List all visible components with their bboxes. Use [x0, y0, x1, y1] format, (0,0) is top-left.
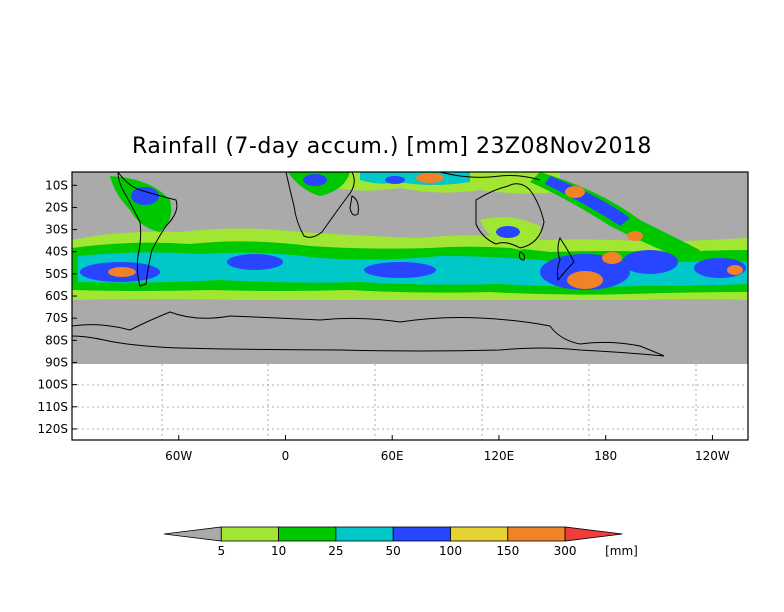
lat-label: 120S — [37, 422, 68, 436]
colorbar-segment — [278, 526, 337, 542]
precipitation-field — [72, 172, 748, 364]
grid-lines — [72, 364, 748, 440]
lon-label: 0 — [282, 449, 290, 463]
lat-label: 110S — [37, 400, 68, 414]
colorbar-segment — [507, 526, 566, 542]
colorbar-segment — [220, 526, 280, 542]
lat-label: 20S — [45, 200, 68, 214]
colorbar-segment — [450, 526, 509, 542]
lat-label: 100S — [37, 378, 68, 392]
lat-label: 60S — [45, 289, 68, 303]
colorbar-label: 5 — [217, 544, 225, 558]
lon-label: 120E — [484, 449, 515, 463]
lat-label: 70S — [45, 311, 68, 325]
colorbar-label: 100 — [439, 544, 462, 558]
lat-label: 40S — [45, 245, 68, 259]
lat-label: 90S — [45, 355, 68, 369]
lat-label: 10S — [45, 178, 68, 192]
plot-frame — [71, 171, 749, 441]
longitude-axis: 60W 0 60E 120E 180 120W — [165, 435, 730, 463]
lon-label: 60W — [165, 449, 192, 463]
colorbar-label: 10 — [271, 544, 286, 558]
colorbar-label: 50 — [386, 544, 401, 558]
latitude-axis: 10S 20S 30S 40S 50S 60S 70S 80S 90S 100S 110S 120S — [37, 178, 77, 436]
colorbar-segment — [392, 526, 451, 542]
colorbar-label: 300 — [554, 544, 577, 558]
lon-label: 120W — [695, 449, 730, 463]
map-title: Rainfall (7-day accum.) [mm] 23Z08Nov201… — [132, 134, 652, 159]
lat-label: 30S — [45, 223, 68, 237]
colorbar-segment — [163, 526, 222, 542]
lat-label: 50S — [45, 267, 68, 281]
colorbar-label: 25 — [328, 544, 343, 558]
colorbar: 5 10 25 50 100 150 300 [mm] — [163, 526, 638, 558]
colorbar-label: 150 — [496, 544, 519, 558]
lon-label: 60E — [381, 449, 404, 463]
colorbar-segment — [335, 526, 394, 542]
colorbar-unit: [mm] — [605, 544, 638, 558]
colorbar-segment — [564, 526, 623, 542]
coastlines — [72, 172, 665, 357]
lat-label: 80S — [45, 333, 68, 347]
lon-label: 180 — [594, 449, 617, 463]
